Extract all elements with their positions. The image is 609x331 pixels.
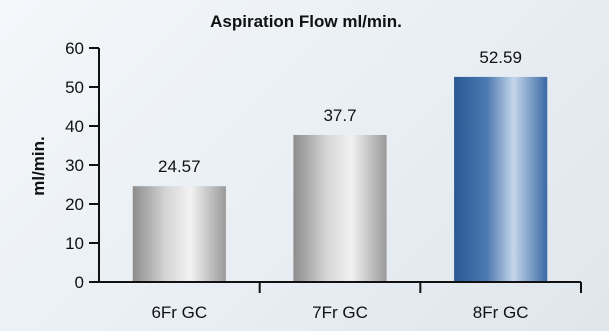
y-axis-label: ml/min.: [29, 136, 48, 196]
y-tick-label: 60: [65, 39, 84, 58]
value-label: 52.59: [479, 48, 522, 67]
value-label: 24.57: [158, 157, 201, 176]
y-tick-label: 10: [65, 234, 84, 253]
y-tick-label: 40: [65, 117, 84, 136]
y-tick-label: 0: [75, 273, 84, 292]
category-label: 6Fr GC: [151, 303, 207, 322]
y-tick-label: 50: [65, 78, 84, 97]
bars: 24.57 37.7 52.59: [132, 48, 548, 282]
value-label: 37.7: [323, 106, 356, 125]
y-axis-ticks: 0 10 20 30 40 50 60: [65, 39, 99, 292]
x-axis: 6Fr GC 7Fr GC 8Fr GC: [99, 281, 582, 322]
y-tick-label: 20: [65, 195, 84, 214]
category-label: 8Fr GC: [473, 303, 529, 322]
category-label: 7Fr GC: [312, 303, 368, 322]
bar-6fr-gc: [132, 186, 226, 282]
bar-8fr-gc: [454, 76, 548, 282]
bar-7fr-gc: [293, 134, 387, 282]
chart-title: Aspiration Flow ml/min.: [210, 12, 402, 31]
y-tick-label: 30: [65, 156, 84, 175]
